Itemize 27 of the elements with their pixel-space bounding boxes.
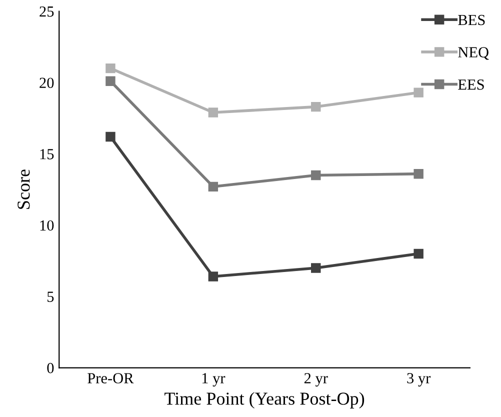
point	[106, 132, 116, 142]
point	[208, 272, 218, 282]
y-tick-label: 5	[48, 292, 54, 302]
point	[414, 88, 424, 98]
legend-label: NEQ	[458, 47, 489, 60]
point	[311, 102, 321, 112]
legend-label: EES	[458, 79, 484, 90]
y-tick-label: 25	[40, 6, 54, 17]
x-tick-label: Pre-OR	[88, 373, 134, 384]
x-tick-label: 1 yr	[202, 373, 226, 387]
y-axis-title: Score	[18, 170, 30, 209]
point	[208, 182, 218, 192]
point	[106, 76, 116, 86]
y-tick-label: 0	[47, 362, 54, 374]
point	[106, 63, 116, 74]
y-tick-label: 15	[40, 149, 54, 160]
point	[414, 168, 424, 179]
point	[414, 248, 424, 259]
x-tick-label: 2 yr	[304, 373, 328, 387]
point	[311, 170, 321, 180]
point	[208, 108, 218, 118]
x-tick-label: 3 yr	[407, 373, 431, 387]
x-axis-title: Time Point (Years Post-Op)	[164, 392, 364, 408]
y-tick-label: 10	[40, 220, 54, 231]
y-tick-label: 20	[40, 78, 54, 88]
legend-label: BES	[458, 14, 485, 26]
point	[311, 263, 321, 273]
